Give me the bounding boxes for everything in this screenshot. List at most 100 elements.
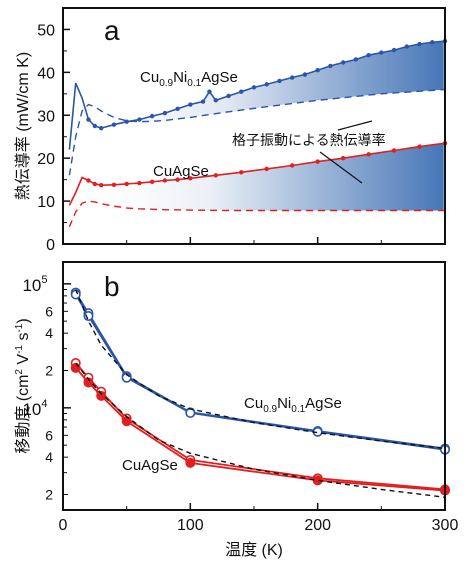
panel-a-point [162, 178, 168, 183]
panel-a-point [213, 98, 218, 103]
panel-b-ytick-minor-label: 4 [45, 449, 53, 465]
panel-a-point [175, 106, 180, 112]
panel-b-ytick-minor-label: 4 [45, 325, 53, 341]
panel-a-ytick-label: 0 [46, 237, 55, 254]
panel-a-point [226, 93, 231, 99]
panel-a-point [290, 75, 295, 80]
panel-a-point [162, 110, 168, 116]
panel-b-point [185, 457, 196, 468]
panel-b-point [83, 311, 94, 322]
panel-b-point [185, 407, 196, 418]
lattice-gap-fills [107, 41, 444, 211]
panel-a-ylabel: 熱伝導率 (mW/cm K) [13, 52, 32, 200]
panel-b-series2-label: CuAgSe [122, 457, 178, 474]
panel-a-point [124, 181, 129, 187]
panel-b-ytick-major-label: 105 [22, 274, 47, 295]
panel-a-point [92, 181, 98, 187]
panel-b-point [70, 289, 81, 300]
panel-a-point [175, 177, 180, 182]
panel-a-point [137, 117, 142, 122]
panel-a: 0 10 20 30 40 50 a Cu0.9Ni0.1AgSe CuAgSe 格子振動… [13, 7, 448, 254]
panel-b-series1-label: Cu0.9Ni0.1AgSe [244, 395, 342, 415]
panel-a-point [86, 117, 91, 122]
panel-a-point [417, 41, 422, 47]
panel-a-point [137, 180, 142, 186]
panel-a-point [264, 166, 269, 172]
panel-a-point [251, 85, 257, 90]
panel-b-xtick-label: 100 [177, 517, 204, 534]
panel-b-point [96, 390, 107, 401]
panel-a-point [366, 152, 371, 157]
panel-a-point [430, 40, 435, 45]
panel-a-point [149, 113, 155, 119]
panel-a-point [290, 163, 295, 168]
panel-a-point [391, 47, 397, 53]
lattice-note-pointer-lower [319, 151, 363, 184]
panel-b-series-line-4 [75, 289, 446, 450]
panel-a-point [391, 148, 397, 153]
panel-a-ytick-label: 30 [37, 108, 55, 125]
panel-a-point [302, 72, 308, 77]
panel-b-series-line-1 [74, 294, 446, 451]
panel-a-point [213, 173, 218, 178]
panel-a-point [264, 82, 269, 87]
panel-b-frame [62, 261, 446, 511]
panel-a-point [124, 119, 129, 124]
panel-a-ytick-label: 10 [37, 194, 55, 211]
panel-a-ytick-label: 20 [37, 151, 55, 168]
panel-a-point [92, 123, 98, 129]
panel-a-point [315, 159, 320, 164]
panel-a-series1-label: Cu0.9Ni0.1AgSe [140, 69, 238, 89]
panel-a-ytick-label: 40 [37, 65, 55, 82]
panel-b-label: b [104, 271, 120, 302]
panel-a-series2-label: CuAgSe [153, 163, 209, 180]
panel-b-ylabel: 移動度 (cm2 V-1 s-1) [14, 318, 32, 453]
panel-a-point [340, 60, 346, 65]
panel-b-ytick-major-label: 104 [22, 398, 47, 419]
panel-b-xtick-label: 300 [432, 517, 459, 534]
panel-a-point [99, 183, 104, 188]
panel-a-point [379, 50, 384, 55]
panel-b-point [121, 416, 132, 427]
panel-a-point [353, 57, 359, 62]
panel-a-point [404, 44, 409, 49]
panel-a-point [417, 144, 422, 149]
panel-b-xlabel: 温度 (K) [225, 541, 283, 559]
panel-a-point [366, 53, 371, 58]
panel-a-point [328, 63, 333, 69]
panel-a-series-line-3 [68, 200, 445, 228]
panel-a-point [99, 125, 104, 131]
panel-a-series [68, 38, 448, 228]
panel-b-ytick-minor-label: 2 [45, 363, 53, 379]
panel-a-point [340, 155, 346, 161]
panel-b-ytick-minor-label: 6 [45, 427, 53, 443]
panel-a-point [188, 102, 193, 107]
panel-b-ytick-minor-label: 6 [45, 303, 53, 319]
panel-a-frame [62, 7, 446, 245]
panel-a-point [239, 89, 244, 94]
panel-a-point [111, 182, 117, 187]
panel-b-ticks: 104 105 2 4 6 2 4 6 0 100 200 300 [22, 274, 458, 534]
panel-b-xtick-label: 200 [304, 517, 331, 534]
panel-a-point [188, 176, 193, 181]
lattice-note-pointer-upper [337, 120, 373, 131]
panel-a-ytick-label: 50 [37, 22, 55, 39]
panel-a-label: a [104, 15, 120, 46]
panel-b-xtick-label: 0 [59, 517, 68, 534]
panel-a-series-line-0 [68, 40, 446, 150]
panel-a-point [207, 89, 212, 94]
panel-a-point [315, 68, 320, 73]
panel-a-point [149, 179, 155, 184]
panel-b-series [70, 287, 450, 498]
panel-b-ytick-minor-label: 2 [45, 487, 53, 503]
panel-b-point [70, 362, 81, 373]
panel-a-point [239, 170, 244, 175]
lattice-note: 格子振動による熱伝導率 [232, 132, 386, 148]
panel-a-point [86, 178, 91, 183]
panel-a-point [277, 78, 282, 84]
red-lattice-gap-fill [107, 143, 444, 211]
panel-b-series-line-5 [75, 362, 446, 498]
panel-a-point [111, 122, 117, 127]
